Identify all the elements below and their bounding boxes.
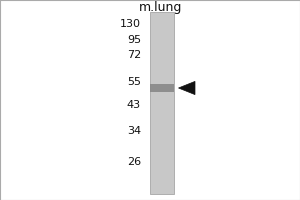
Text: m.lung: m.lung — [139, 0, 182, 14]
Text: 43: 43 — [127, 100, 141, 110]
Bar — [150, 12, 174, 194]
Text: 26: 26 — [127, 157, 141, 167]
Text: 34: 34 — [127, 126, 141, 136]
Text: 72: 72 — [127, 50, 141, 60]
Text: 130: 130 — [120, 19, 141, 29]
Text: 95: 95 — [127, 35, 141, 45]
Text: 55: 55 — [127, 77, 141, 87]
Polygon shape — [178, 81, 195, 95]
Bar — [150, 84, 174, 92]
